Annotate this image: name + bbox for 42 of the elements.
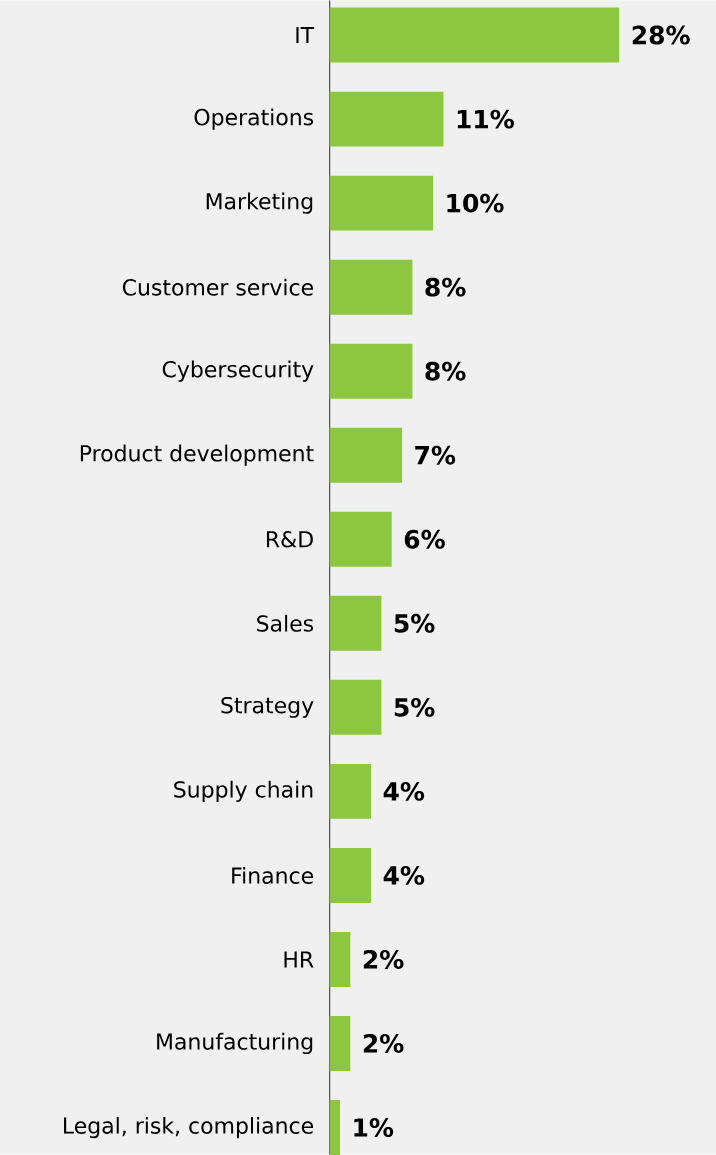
bar <box>329 847 371 903</box>
y-tick-label: Legal, risk, compliance <box>63 1116 313 1139</box>
y-tick-label: Supply chain <box>174 780 313 803</box>
bar <box>329 763 371 819</box>
data-label: 11% <box>457 109 514 129</box>
data-label: 7% <box>415 445 456 465</box>
bar <box>329 259 413 315</box>
y-tick-label: Strategy <box>221 696 314 718</box>
data-label: 28% <box>632 25 690 45</box>
data-label: 4% <box>383 865 425 885</box>
bar <box>329 343 413 399</box>
y-tick-label: Cybersecurity <box>162 360 314 382</box>
data-label: 8% <box>425 361 466 381</box>
data-label: 4% <box>383 781 425 801</box>
y-tick-label: Sales <box>256 614 313 632</box>
bar <box>329 511 392 567</box>
bar <box>329 1100 340 1155</box>
y-tick-label: Customer service <box>122 278 313 296</box>
y-tick-label: Finance <box>232 866 313 884</box>
bar <box>329 91 444 147</box>
y-tick-label: HR <box>284 951 314 968</box>
y-tick-label: Marketing <box>206 192 313 214</box>
data-label: 10% <box>447 193 504 213</box>
bar <box>329 427 402 483</box>
data-label: 6% <box>404 529 445 549</box>
y-tick-label: Operations <box>194 108 313 130</box>
bar <box>329 1016 351 1071</box>
y-tick-label: R&D <box>266 530 313 548</box>
data-label: 1% <box>354 1118 394 1137</box>
bar <box>329 595 382 651</box>
bar <box>329 931 351 987</box>
y-tick-label: IT <box>296 27 315 44</box>
data-label: 5% <box>394 613 435 633</box>
y-tick-label: Product development <box>80 444 314 466</box>
data-label: 5% <box>394 697 435 717</box>
y-tick-label: Manufacturing <box>157 1032 313 1055</box>
bar <box>329 679 382 735</box>
data-label: 2% <box>363 1034 404 1053</box>
bar <box>329 7 620 63</box>
data-label: 2% <box>363 950 404 969</box>
data-label: 8% <box>425 277 466 297</box>
bar <box>329 175 433 231</box>
